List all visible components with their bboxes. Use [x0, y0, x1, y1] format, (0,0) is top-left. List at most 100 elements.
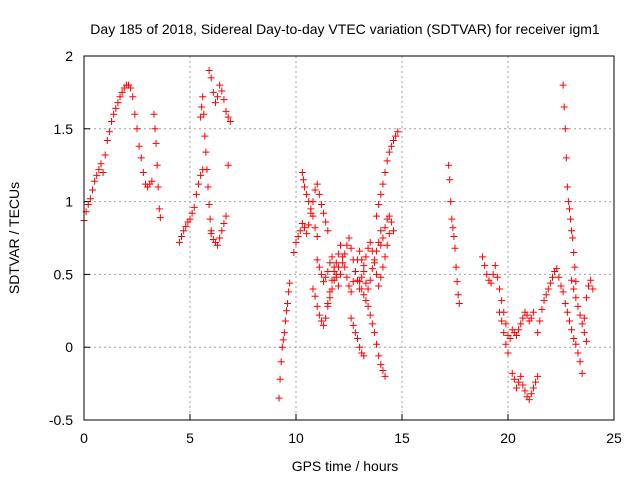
data-point-212 — [379, 366, 387, 374]
data-point-137 — [322, 273, 330, 281]
data-point-25 — [133, 125, 141, 133]
chart-title: Day 185 of 2018, Sidereal Day-to-day VTE… — [90, 21, 600, 37]
data-point-71 — [224, 161, 232, 169]
data-point-310 — [571, 263, 579, 271]
data-point-303 — [563, 183, 571, 191]
data-point-320 — [578, 369, 586, 377]
data-point-172 — [332, 259, 340, 267]
data-point-208 — [370, 329, 378, 337]
data-point-225 — [377, 241, 385, 249]
data-point-315 — [568, 326, 576, 334]
data-point-283 — [529, 384, 537, 392]
data-point-275 — [512, 384, 520, 392]
data-point-27 — [137, 154, 145, 162]
data-point-61 — [206, 215, 214, 223]
data-point-287 — [536, 317, 544, 325]
data-point-267 — [519, 314, 527, 322]
data-point-232 — [445, 161, 453, 169]
data-point-46 — [188, 209, 196, 217]
data-point-79 — [220, 96, 228, 104]
data-point-120 — [309, 285, 317, 293]
data-point-240 — [453, 278, 461, 286]
data-point-107 — [317, 201, 325, 209]
data-point-245 — [483, 270, 491, 278]
data-point-276 — [515, 378, 523, 386]
data-point-302 — [562, 154, 570, 162]
data-point-198 — [356, 343, 364, 351]
data-point-124 — [317, 317, 325, 325]
data-point-6 — [93, 171, 101, 179]
data-point-49 — [194, 180, 202, 188]
data-point-201 — [356, 278, 364, 286]
data-point-329 — [574, 302, 582, 310]
data-point-90 — [282, 307, 290, 315]
data-point-73 — [207, 74, 215, 82]
data-point-323 — [585, 282, 593, 290]
data-point-194 — [347, 314, 355, 322]
data-point-95 — [292, 238, 300, 246]
data-point-309 — [570, 249, 578, 257]
data-point-68 — [218, 227, 226, 235]
x-axis: 0 5 10 15 20 25 — [80, 414, 622, 446]
y-tick-label-5: 2 — [65, 48, 73, 64]
x-tick-label-4: 20 — [500, 430, 516, 446]
data-point-183 — [356, 247, 364, 255]
data-point-332 — [580, 329, 588, 337]
data-point-138 — [324, 267, 332, 275]
data-point-219 — [383, 157, 391, 165]
data-point-156 — [362, 253, 370, 261]
data-point-87 — [279, 336, 287, 344]
data-point-307 — [568, 227, 576, 235]
data-point-292 — [546, 279, 554, 287]
data-point-177 — [343, 273, 351, 281]
data-point-264 — [512, 332, 520, 340]
data-point-142 — [332, 273, 340, 281]
data-point-91 — [284, 300, 292, 308]
data-point-190 — [370, 256, 378, 264]
data-point-78 — [218, 87, 226, 95]
data-point-53 — [198, 103, 206, 111]
data-point-104 — [311, 186, 319, 194]
data-point-293 — [549, 273, 557, 281]
data-point-203 — [360, 291, 368, 299]
data-point-180 — [349, 278, 357, 286]
data-point-144 — [337, 270, 345, 278]
data-point-96 — [294, 233, 302, 241]
data-point-59 — [204, 183, 212, 191]
data-point-5 — [91, 177, 99, 185]
data-point-189 — [368, 265, 376, 273]
data-point-149 — [347, 244, 355, 252]
data-point-2 — [84, 201, 92, 209]
x-tick-label-0: 0 — [80, 430, 88, 446]
data-point-48 — [192, 190, 200, 198]
y-axis-title: SDTVAR / TECUs — [6, 182, 22, 294]
data-point-215 — [375, 201, 383, 209]
data-point-66 — [214, 241, 222, 249]
data-point-121 — [311, 292, 319, 300]
data-point-317 — [572, 340, 580, 348]
data-point-254 — [502, 320, 510, 328]
data-point-297 — [557, 282, 565, 290]
data-point-23 — [129, 93, 137, 101]
x-tick-label-1: 5 — [186, 430, 194, 446]
data-point-9 — [99, 168, 107, 176]
data-point-184 — [358, 256, 366, 264]
data-point-34 — [151, 125, 159, 133]
data-point-312 — [561, 300, 569, 308]
data-point-272 — [529, 308, 537, 316]
data-point-39 — [156, 214, 164, 222]
data-point-158 — [366, 238, 374, 246]
data-point-235 — [448, 215, 456, 223]
data-point-93 — [286, 279, 294, 287]
data-point-259 — [502, 340, 510, 348]
data-point-298 — [559, 288, 567, 296]
data-point-216 — [377, 190, 385, 198]
data-point-169 — [326, 288, 334, 296]
data-point-118 — [311, 224, 319, 232]
data-point-224 — [394, 128, 402, 136]
data-point-196 — [351, 329, 359, 337]
data-point-88 — [280, 329, 288, 337]
data-point-170 — [328, 276, 336, 284]
data-point-279 — [521, 387, 529, 395]
